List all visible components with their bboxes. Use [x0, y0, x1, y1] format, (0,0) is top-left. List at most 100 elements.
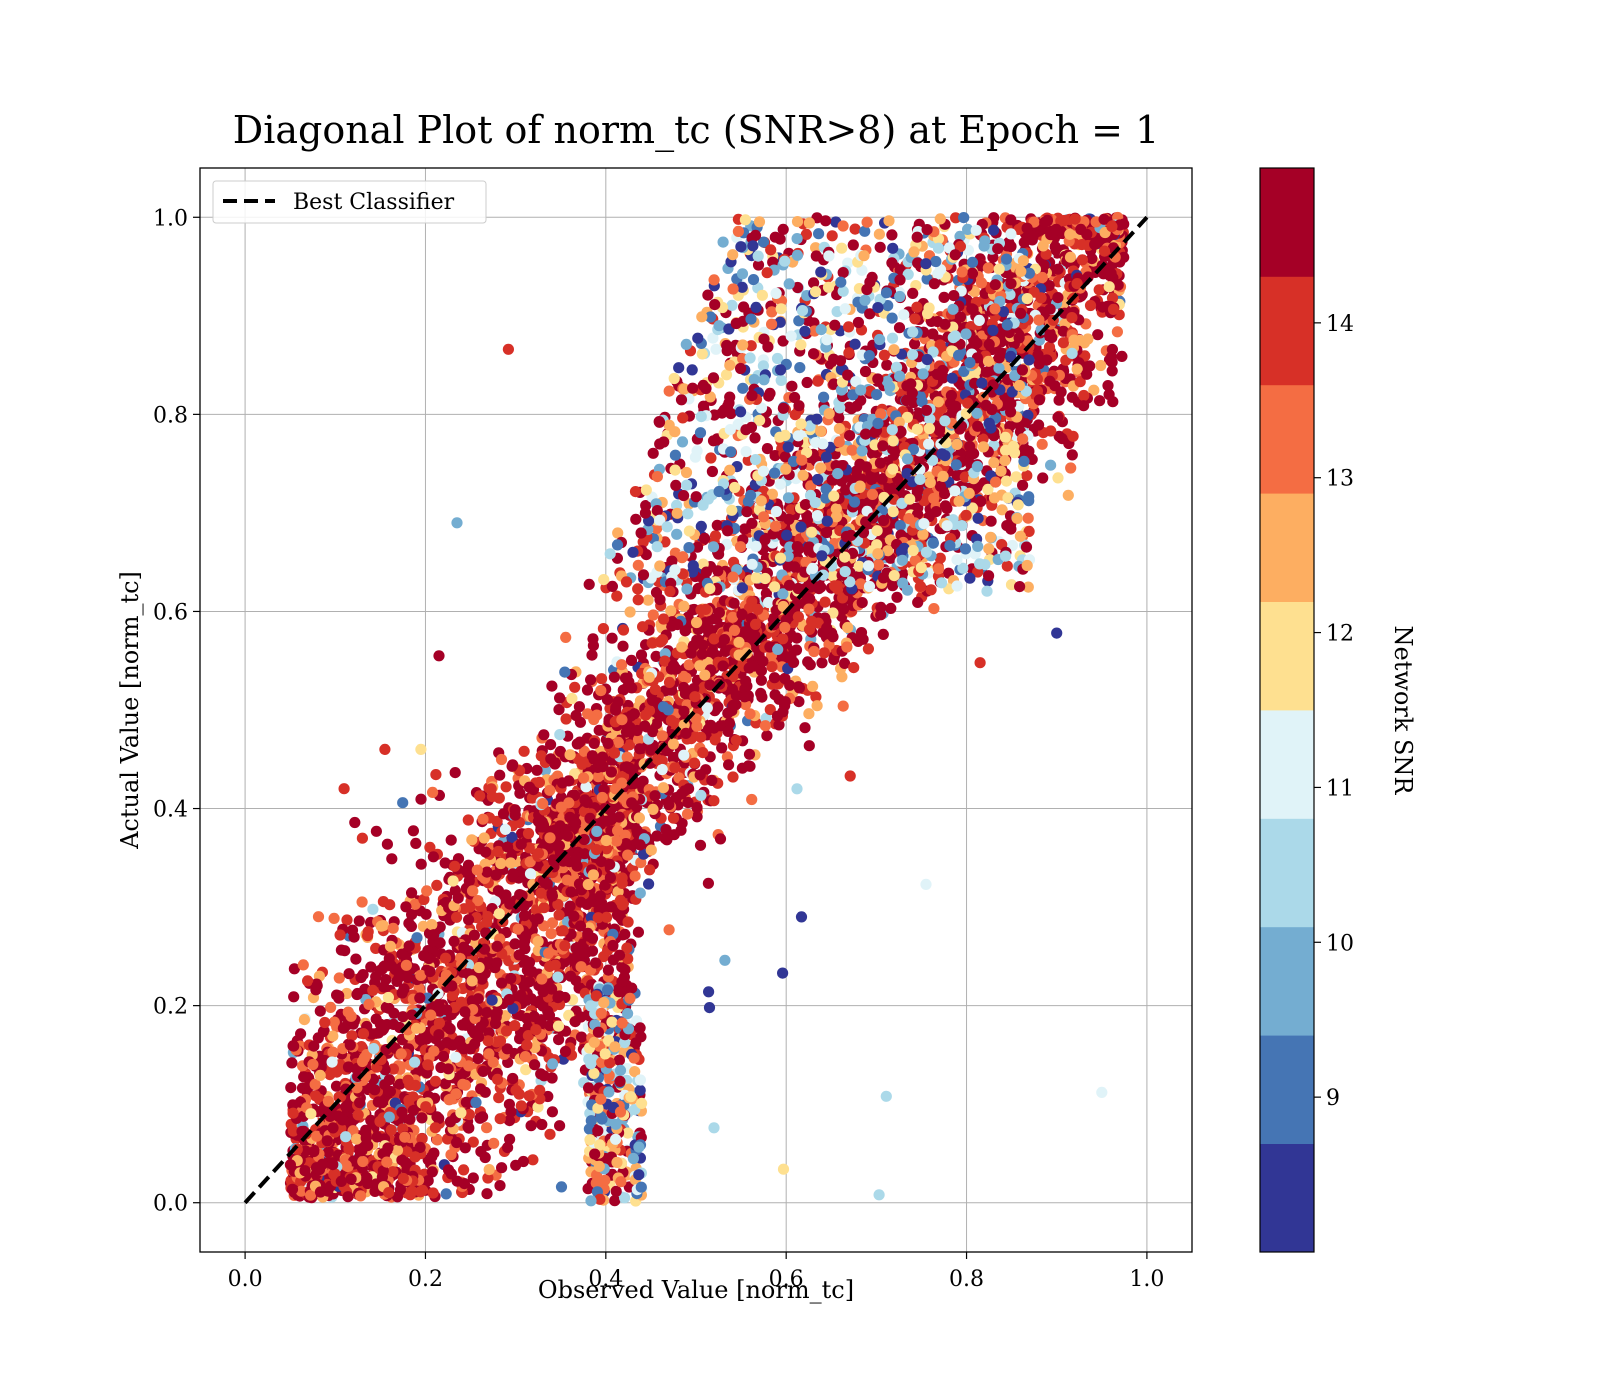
- scatter-point: [492, 885, 504, 897]
- scatter-point: [345, 1173, 357, 1185]
- scatter-point: [632, 926, 645, 938]
- scatter-point: [665, 605, 677, 617]
- scatter-point: [421, 1067, 433, 1079]
- scatter-point: [447, 875, 459, 887]
- scatter-point: [821, 622, 833, 634]
- scatter-point: [801, 592, 813, 604]
- scatter-point: [298, 1071, 310, 1083]
- scatter-point: [586, 649, 598, 661]
- scatter-point: [463, 914, 475, 926]
- scatter-point: [361, 1172, 373, 1184]
- scatter-point: [592, 771, 604, 783]
- scatter-point: [640, 709, 652, 721]
- scatter-point: [828, 654, 840, 666]
- scatter-point: [482, 1035, 494, 1047]
- scatter-point: [411, 932, 423, 944]
- scatter-point: [547, 1058, 559, 1070]
- scatter-point: [427, 786, 439, 799]
- scatter-point: [444, 1093, 456, 1105]
- scatter-points: [284, 211, 1130, 1207]
- scatter-point: [656, 763, 668, 776]
- scatter-point: [384, 899, 396, 911]
- scatter-point: [347, 1125, 359, 1137]
- scatter-point: [646, 637, 658, 649]
- scatter-point: [322, 1146, 334, 1158]
- scatter-point: [380, 974, 392, 986]
- scatter-point: [515, 838, 527, 850]
- scatter-point: [559, 1045, 572, 1058]
- scatter-point: [288, 991, 300, 1003]
- scatter-point: [416, 1133, 428, 1145]
- scatter-point: [505, 972, 517, 985]
- scatter-point: [391, 1144, 404, 1156]
- scatter-point: [680, 672, 692, 684]
- scatter-point: [533, 776, 546, 789]
- scatter-point: [467, 1172, 479, 1184]
- scatter-point: [546, 917, 559, 929]
- scatter-point: [298, 1014, 310, 1026]
- scatter-point: [355, 971, 367, 984]
- scatter-point: [420, 908, 432, 920]
- scatter-point: [336, 1114, 349, 1126]
- scatter-point: [308, 1040, 320, 1052]
- scatter-point: [456, 1019, 469, 1031]
- scatter-point: [481, 916, 493, 928]
- scatter-point: [350, 953, 362, 965]
- scatter-point: [1023, 445, 1035, 457]
- scatter-point: [365, 961, 377, 973]
- scatter-point: [401, 1146, 413, 1158]
- scatter-point: [635, 649, 648, 661]
- scatter-point: [409, 1151, 421, 1163]
- scatter-point: [1105, 351, 1118, 363]
- scatter-point: [460, 1096, 472, 1108]
- scatter-point: [546, 680, 558, 692]
- scatter-point: [337, 1022, 349, 1034]
- scatter-point: [492, 845, 504, 858]
- scatter-point: [518, 745, 530, 757]
- scatter-point: [554, 1120, 566, 1132]
- scatter-point: [494, 1035, 507, 1047]
- scatter-point: [358, 1052, 370, 1064]
- scatter-point: [466, 975, 478, 987]
- scatter-point: [473, 961, 485, 974]
- scatter-point: [375, 920, 387, 932]
- scatter-point: [723, 759, 735, 771]
- scatter-point: [477, 813, 489, 825]
- scatter-point: [695, 789, 707, 802]
- scatter-point: [357, 1155, 369, 1168]
- scatter-point: [859, 365, 872, 378]
- scatter-point: [708, 795, 720, 807]
- scatter-point: [525, 1120, 537, 1132]
- scatter-point: [1056, 433, 1068, 445]
- scatter-point: [521, 1039, 533, 1051]
- scatter-point: [789, 561, 801, 573]
- scatter-point: [523, 956, 536, 969]
- scatter-point: [463, 1108, 475, 1121]
- scatter-point: [485, 783, 497, 795]
- scatter-point: [402, 1074, 414, 1086]
- scatter-point: [570, 851, 582, 863]
- scatter-point: [458, 1178, 470, 1190]
- scatter-point: [836, 671, 848, 683]
- scatter-point: [330, 1080, 343, 1092]
- scatter-point: [472, 1053, 484, 1065]
- scatter-point: [560, 631, 572, 644]
- scatter-point: [311, 980, 323, 992]
- scatter-point: [527, 1154, 539, 1166]
- scatter-point: [400, 959, 412, 971]
- scatter-point: [509, 1020, 521, 1032]
- scatter-point: [1102, 380, 1114, 392]
- scatter-point: [308, 1146, 320, 1158]
- scatter-point: [1066, 449, 1078, 461]
- scatter-point: [647, 803, 659, 816]
- scatter-point: [502, 841, 514, 853]
- scatter-point: [513, 949, 525, 961]
- scatter-point: [793, 696, 805, 708]
- scatter-point: [406, 887, 418, 899]
- scatter-point: [1095, 359, 1107, 372]
- scatter-point: [356, 832, 368, 844]
- scatter-point: [839, 657, 851, 670]
- scatter-point: [928, 603, 940, 615]
- scatter-point: [377, 1165, 389, 1177]
- scatter-point: [1046, 332, 1058, 344]
